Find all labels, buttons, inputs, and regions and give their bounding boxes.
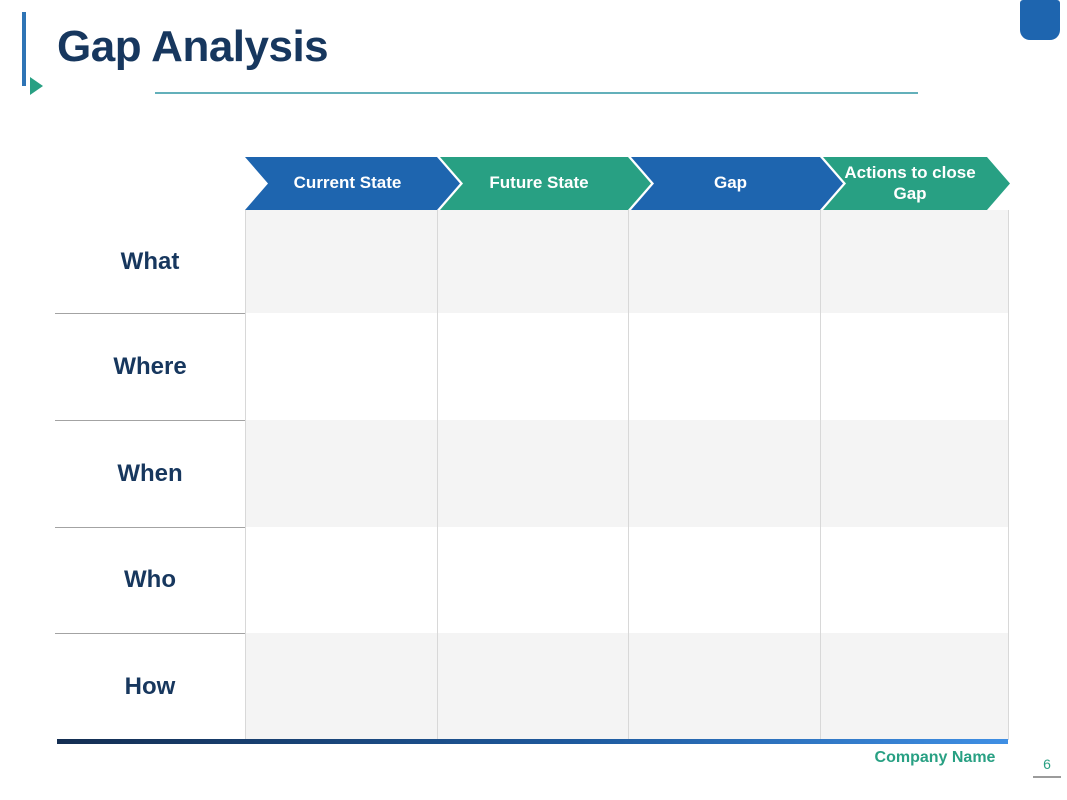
column-divider xyxy=(245,210,246,740)
title-underline xyxy=(155,92,918,94)
column-header-label: Gap xyxy=(713,173,748,193)
column-header-label: Future State xyxy=(489,173,589,193)
column-divider xyxy=(1008,210,1009,740)
table-row-band-when xyxy=(245,420,1008,527)
table-row-band-who xyxy=(245,527,1008,633)
chevron-arrow-shape: Current State xyxy=(245,157,460,210)
chevron-arrow-shape: Gap xyxy=(628,157,843,210)
company-name: Company Name xyxy=(874,749,996,766)
column-header-label: Actions to close Gap xyxy=(844,163,976,203)
page-title: Gap Analysis xyxy=(57,22,329,71)
column-header-gap: Gap xyxy=(628,157,843,210)
row-header-where: Where xyxy=(113,352,187,380)
row-divider xyxy=(55,527,245,528)
row-header-how: How xyxy=(124,672,176,700)
column-divider xyxy=(628,210,629,740)
corner-accent-shape xyxy=(1020,0,1060,40)
row-divider xyxy=(55,420,245,421)
column-divider xyxy=(437,210,438,740)
chevron-arrow-shape: Future State xyxy=(437,157,651,210)
row-divider xyxy=(55,313,245,314)
column-divider xyxy=(820,210,821,740)
row-divider xyxy=(55,633,245,634)
row-header-who: Who xyxy=(124,566,176,593)
column-header-actions-to-close-gap: Actions to close Gap xyxy=(820,157,1010,210)
page-number: 6 xyxy=(1043,756,1051,772)
row-header-when: When xyxy=(117,459,183,487)
triangle-icon xyxy=(30,77,43,95)
table-row-band-where xyxy=(245,313,1008,420)
column-header-current-state: Current State xyxy=(245,157,460,210)
table-row-band-what xyxy=(245,210,1008,313)
footer-divider-line xyxy=(57,739,1008,744)
column-header-label: Current State xyxy=(293,173,402,193)
chevron-arrow-shape: Actions to close Gap xyxy=(820,157,1010,210)
table-row-band-how xyxy=(245,633,1008,740)
row-header-what: What xyxy=(120,247,180,275)
column-header-future-state: Future State xyxy=(437,157,651,210)
title-accent-bar xyxy=(22,12,26,86)
page-number-underline xyxy=(1033,776,1061,778)
